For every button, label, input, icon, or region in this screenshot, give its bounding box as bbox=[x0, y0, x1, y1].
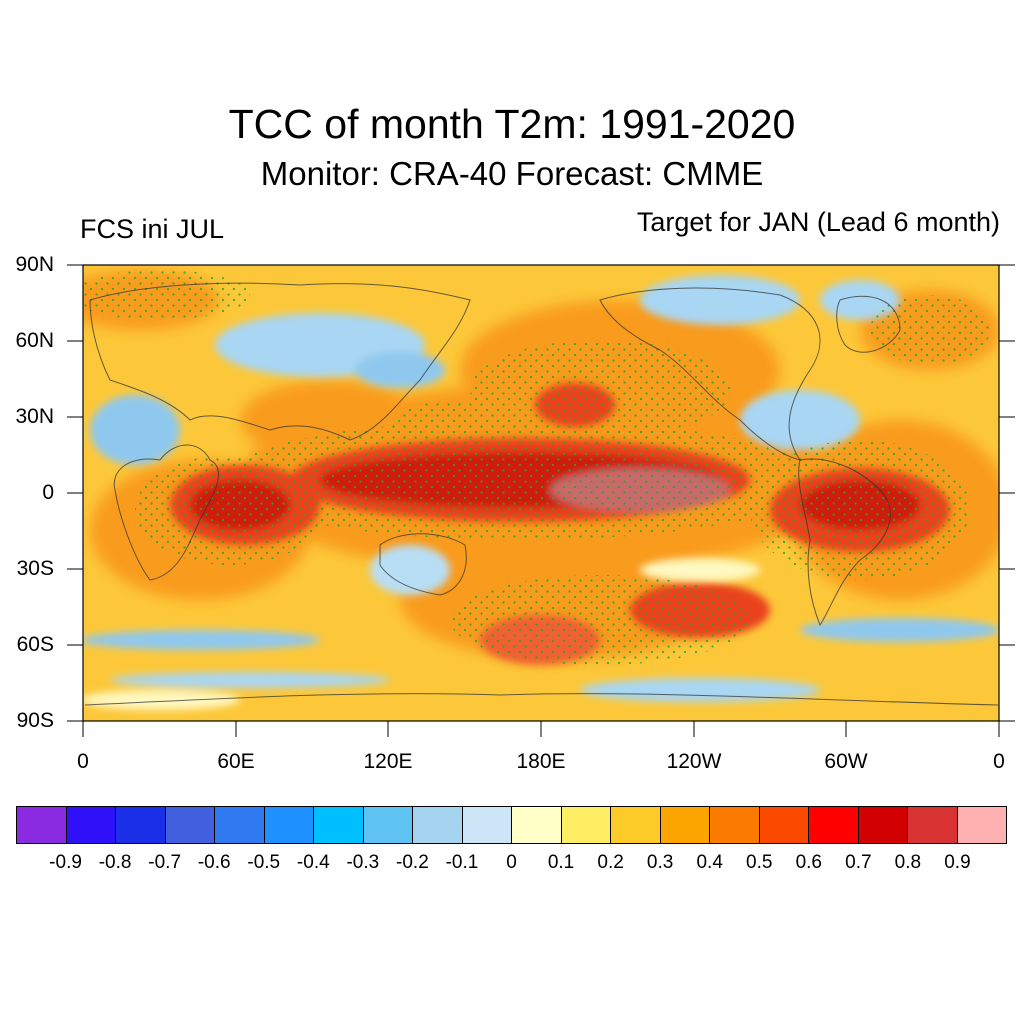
colorbar-box bbox=[413, 807, 463, 843]
lat-label-eq: 0 bbox=[42, 481, 54, 504]
colorbar-box bbox=[512, 807, 562, 843]
colorbar-box bbox=[611, 807, 661, 843]
colorbar-box bbox=[759, 807, 809, 843]
lat-label-60n: 60N bbox=[15, 329, 54, 352]
lon-label-180e: 180E bbox=[516, 750, 566, 773]
colorbar-label: 0.2 bbox=[597, 852, 624, 873]
colorbar-label: -0.8 bbox=[98, 852, 132, 873]
colorbar-box bbox=[116, 807, 166, 843]
lon-label-60e: 60E bbox=[217, 750, 255, 773]
target-month-label: Target for JAN (Lead 6 month) bbox=[636, 207, 1000, 237]
lat-label-60s: 60S bbox=[16, 633, 54, 656]
lon-label-120e: 120E bbox=[363, 750, 413, 773]
colorbar-label: -0.7 bbox=[148, 852, 182, 873]
colorbar-label: -0.5 bbox=[247, 852, 281, 873]
colorbar-box bbox=[908, 807, 958, 843]
colorbar-label: -0.6 bbox=[197, 852, 231, 873]
colorbar-label: 0.6 bbox=[795, 852, 822, 873]
map-title: TCC of month T2m: 1991-2020 bbox=[228, 101, 796, 147]
colorbar-label: -0.3 bbox=[346, 852, 380, 873]
map-subtitle: Monitor: CRA-40 Forecast: CMME bbox=[260, 155, 764, 192]
colorbar-label: 0.3 bbox=[646, 852, 674, 873]
colorbar-label: -0.1 bbox=[445, 852, 479, 873]
colorbar-label: 0.4 bbox=[696, 852, 723, 873]
colorbar-label: 0.7 bbox=[845, 852, 872, 873]
colorbar-box bbox=[660, 807, 710, 843]
colorbar-label: 0.5 bbox=[746, 852, 773, 873]
axis-ticks bbox=[67, 264, 1015, 737]
colorbar-box bbox=[264, 807, 314, 843]
colorbar-box bbox=[314, 807, 364, 843]
lon-label-0-end: 0 bbox=[993, 750, 1005, 773]
colorbar-box bbox=[858, 807, 908, 843]
coastlines bbox=[84, 282, 999, 706]
lat-label-30n: 30N bbox=[15, 405, 54, 428]
colorbar-label: 0 bbox=[506, 852, 517, 873]
lon-label-60w: 60W bbox=[824, 750, 868, 773]
lon-label-0: 0 bbox=[77, 750, 89, 773]
colorbar-label: 0.8 bbox=[894, 852, 922, 873]
colorbar-box bbox=[215, 807, 265, 843]
lat-label-90n: 90N bbox=[15, 253, 54, 276]
colorbar-box bbox=[561, 807, 611, 843]
initial-month-label: FCS ini JUL bbox=[80, 214, 225, 244]
lon-label-120w: 120W bbox=[666, 750, 722, 773]
colorbar-box bbox=[957, 807, 1006, 843]
lat-label-90s: 90S bbox=[16, 709, 54, 732]
lat-label-30s: 30S bbox=[16, 557, 54, 580]
colorbar-box bbox=[809, 807, 859, 843]
colorbar-label: -0.2 bbox=[396, 852, 429, 873]
colorbar-box bbox=[66, 807, 116, 843]
colorbar bbox=[16, 806, 1007, 844]
colorbar-label: -0.4 bbox=[296, 852, 330, 873]
blue-regions bbox=[83, 275, 999, 710]
colorbar-label: -0.9 bbox=[49, 852, 82, 873]
colorbar-box bbox=[165, 807, 215, 843]
colorbar-label: 0.9 bbox=[944, 852, 971, 873]
colorbar-box bbox=[462, 807, 512, 843]
colorbar-box bbox=[363, 807, 413, 843]
colorbar-box bbox=[710, 807, 760, 843]
colorbar-label: 0.1 bbox=[547, 852, 575, 873]
colorbar-box bbox=[17, 807, 67, 843]
significance-stippling bbox=[83, 270, 990, 665]
